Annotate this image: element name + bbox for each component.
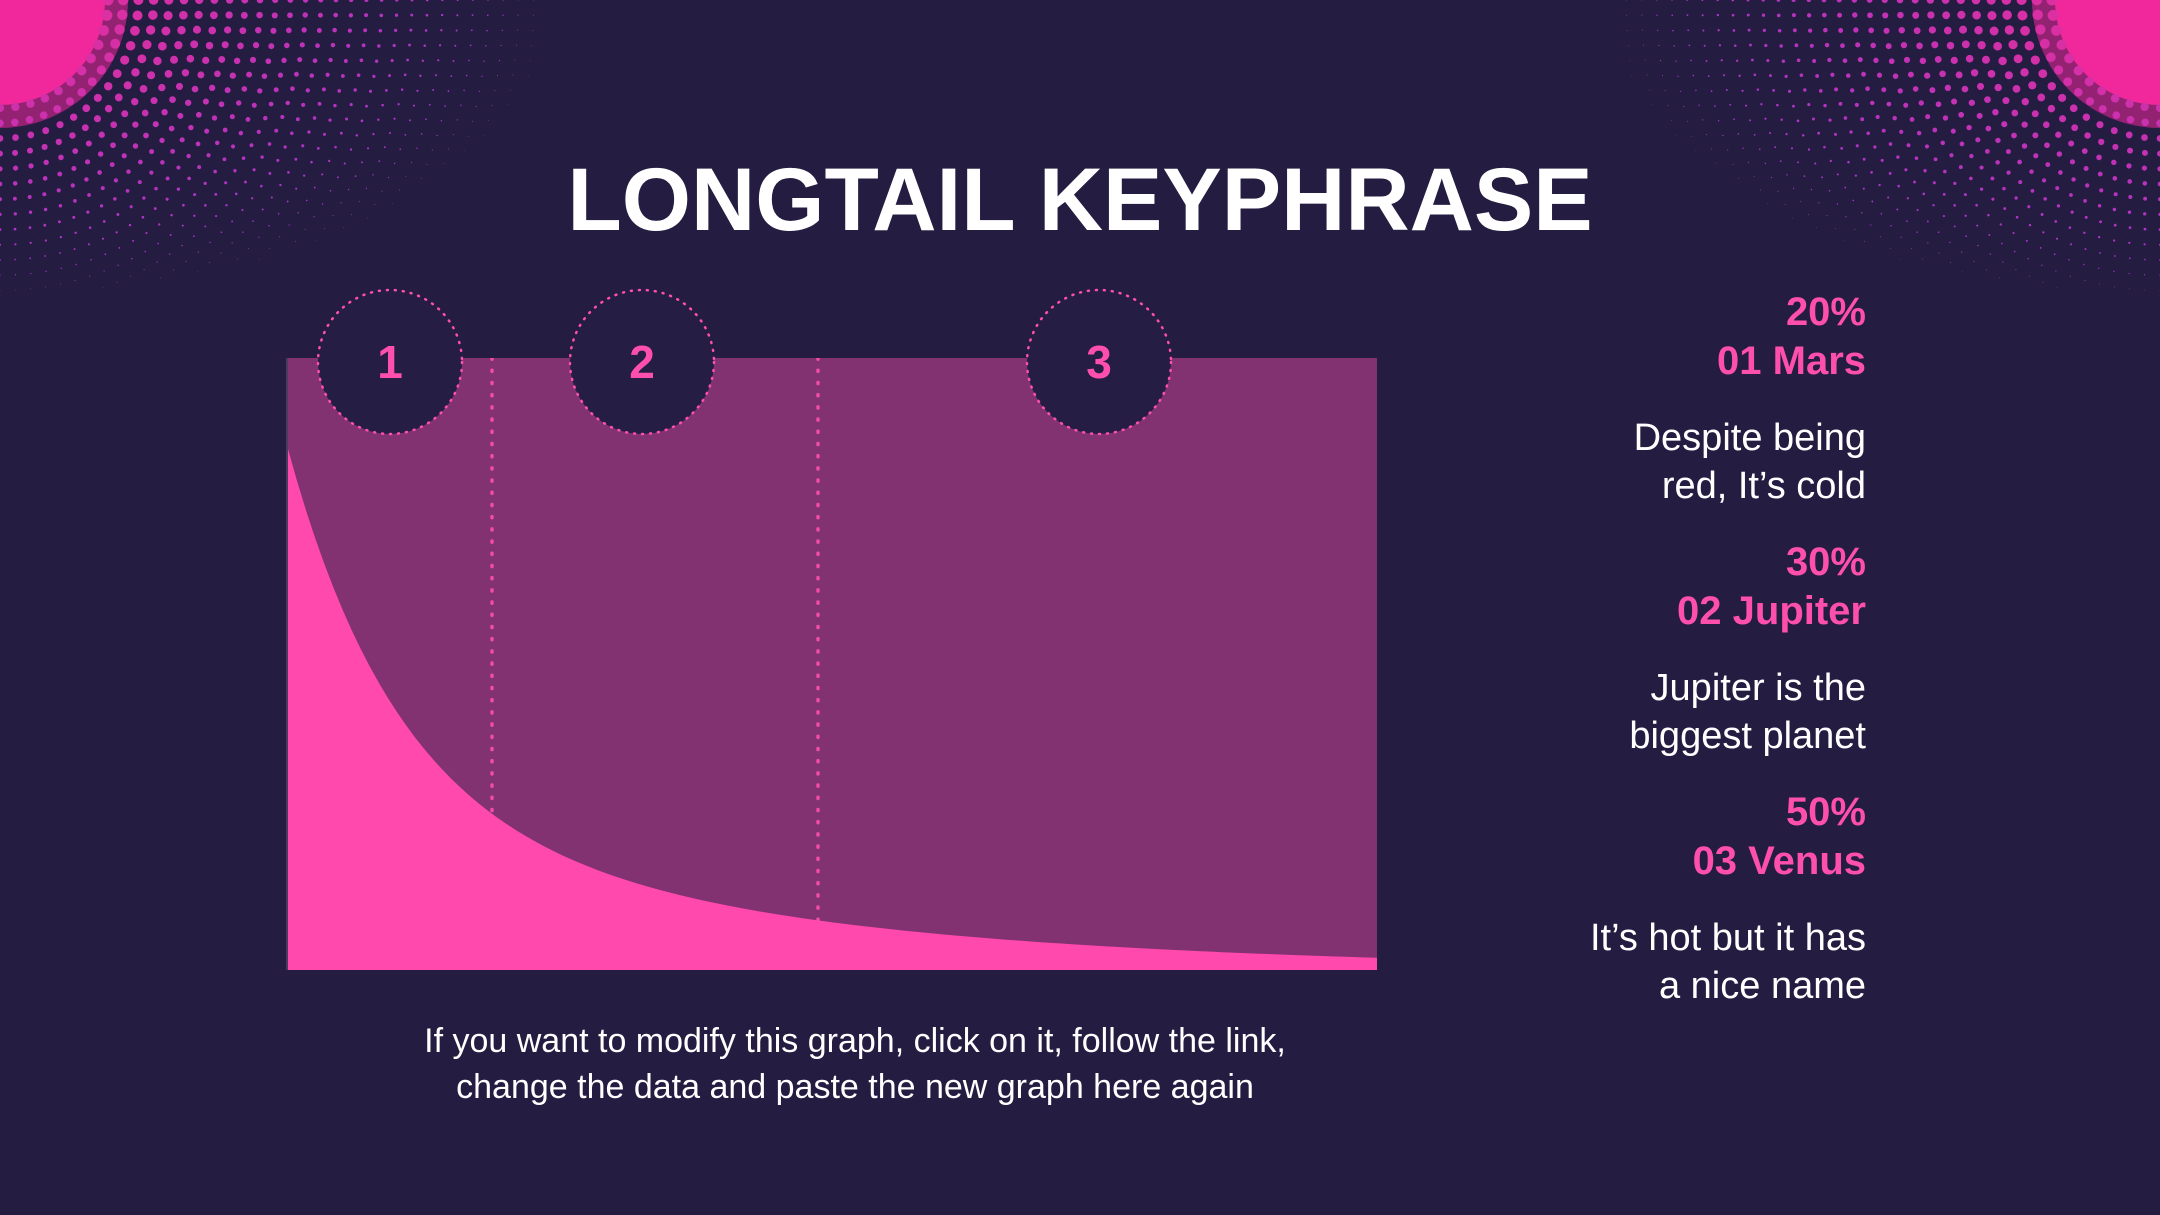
svg-text:1: 1	[377, 336, 403, 388]
svg-text:2: 2	[629, 336, 655, 388]
svg-text:3: 3	[1086, 336, 1112, 388]
